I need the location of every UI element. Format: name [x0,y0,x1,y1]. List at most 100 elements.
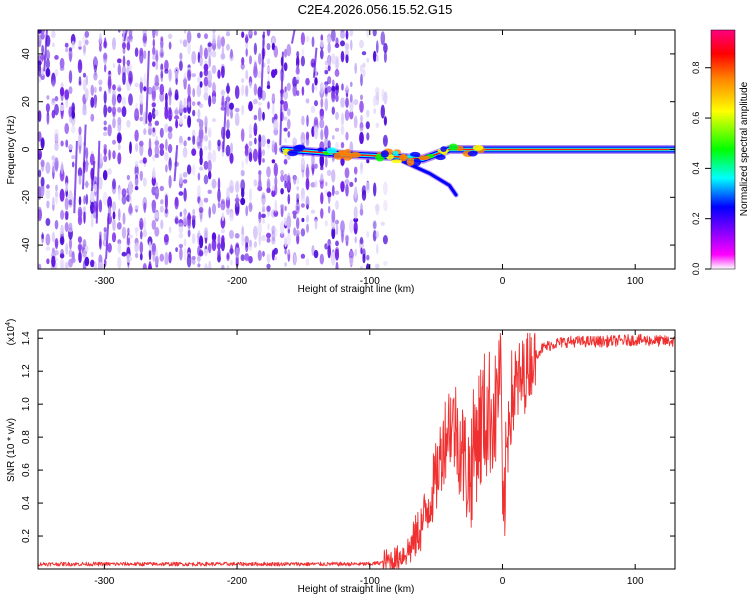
noise-cell [234,112,240,126]
noise-cell [126,119,131,128]
noise-cell [78,45,82,50]
noise-cell [108,70,111,75]
noise-cell [375,54,379,62]
noise-cell [199,71,203,78]
colorbar-tick-label: 0.6 [691,112,701,125]
noise-cell [98,176,103,190]
noise-cell [54,157,59,171]
noise-cell [353,206,358,220]
noise-cell [306,163,309,178]
noise-cell [51,99,56,106]
noise-cell [111,232,117,243]
noise-cell [306,114,309,127]
noise-cell [341,83,344,91]
noise-cell [221,212,225,222]
noise-cell [267,66,270,72]
noise-cell [253,42,257,55]
noise-cell [93,183,98,192]
noise-cell [160,70,164,79]
noise-cell [38,110,42,123]
noise-cell [38,186,42,200]
noise-cell [78,208,82,223]
noise-cell [306,214,309,223]
noise-cell [126,232,131,246]
noise-cell [225,85,231,94]
noise-cell [262,250,265,257]
noise-cell [354,248,358,257]
noise-cell [235,182,240,193]
noise-cell [54,249,59,256]
signal-blob [435,154,446,161]
svg-text:(x104): (x104) [5,319,17,346]
noise-cell [117,242,122,254]
noise-cell [375,230,379,239]
noise-cell [383,116,387,126]
noise-cell [354,236,357,244]
noise-cell [324,60,328,66]
signal-blob [399,153,408,162]
noise-cell [220,106,226,111]
y-tick-label: 1.4 [21,331,32,345]
noise-cell [196,84,202,98]
noise-cell [152,61,156,67]
noise-cell [103,126,107,131]
noise-cell [45,58,51,70]
noise-cell [257,101,262,107]
noise-cell [305,177,310,191]
noise-cell [187,115,192,128]
noise-cell [240,197,246,206]
noise-cell [274,176,278,188]
snr-scale-multiplier-exp: 4 [5,322,12,326]
noise-cell [253,128,257,137]
noise-cell [305,35,310,43]
noise-cell [335,223,339,236]
y-tick-label: -40 [21,237,32,252]
noise-cell [283,173,288,183]
noise-cell [84,256,90,267]
snr-y-axis: 0.2 0.4 0.6 0.8 1.0 1.2 1.4 [21,331,675,543]
noise-cell [283,116,288,121]
noise-cell [191,255,196,261]
noise-cell [121,106,127,118]
noise-cell [305,195,310,208]
noise-cell [327,140,331,149]
x-tick-label: 0 [500,576,506,587]
noise-cell [234,233,240,239]
noise-cell [118,30,121,33]
noise-cell [151,102,156,108]
noise-cell [54,219,59,230]
noise-cell [203,227,209,239]
noise-cell [203,92,209,101]
noise-cell [164,234,168,241]
noise-cell [143,128,147,136]
noise-cell [334,190,340,195]
noise-cell [286,223,291,228]
noise-cell [143,86,147,92]
noise-cell [226,43,230,51]
noise-cell [59,168,65,182]
noise-cell [160,219,164,230]
noise-cell [273,247,278,255]
noise-cell [142,32,147,44]
signal-blob [326,147,337,154]
noise-cell [331,135,335,140]
noise-cell [64,222,69,232]
noise-cell [296,186,299,191]
noise-cell [143,73,147,87]
noise-cell [293,174,297,185]
noise-cell [117,87,122,92]
noise-cell [266,253,271,264]
noise-cell [51,30,56,39]
noise-cell [229,102,234,110]
x-tick-label: 100 [627,276,644,287]
noise-cell [207,49,212,58]
noise-cell [94,86,97,94]
noise-cell [187,69,192,82]
noise-cell [45,103,51,113]
noise-cell [38,60,42,66]
noise-cell [99,235,102,248]
noise-cell [284,137,288,144]
noise-streak [222,100,227,153]
noise-cell [306,223,309,233]
